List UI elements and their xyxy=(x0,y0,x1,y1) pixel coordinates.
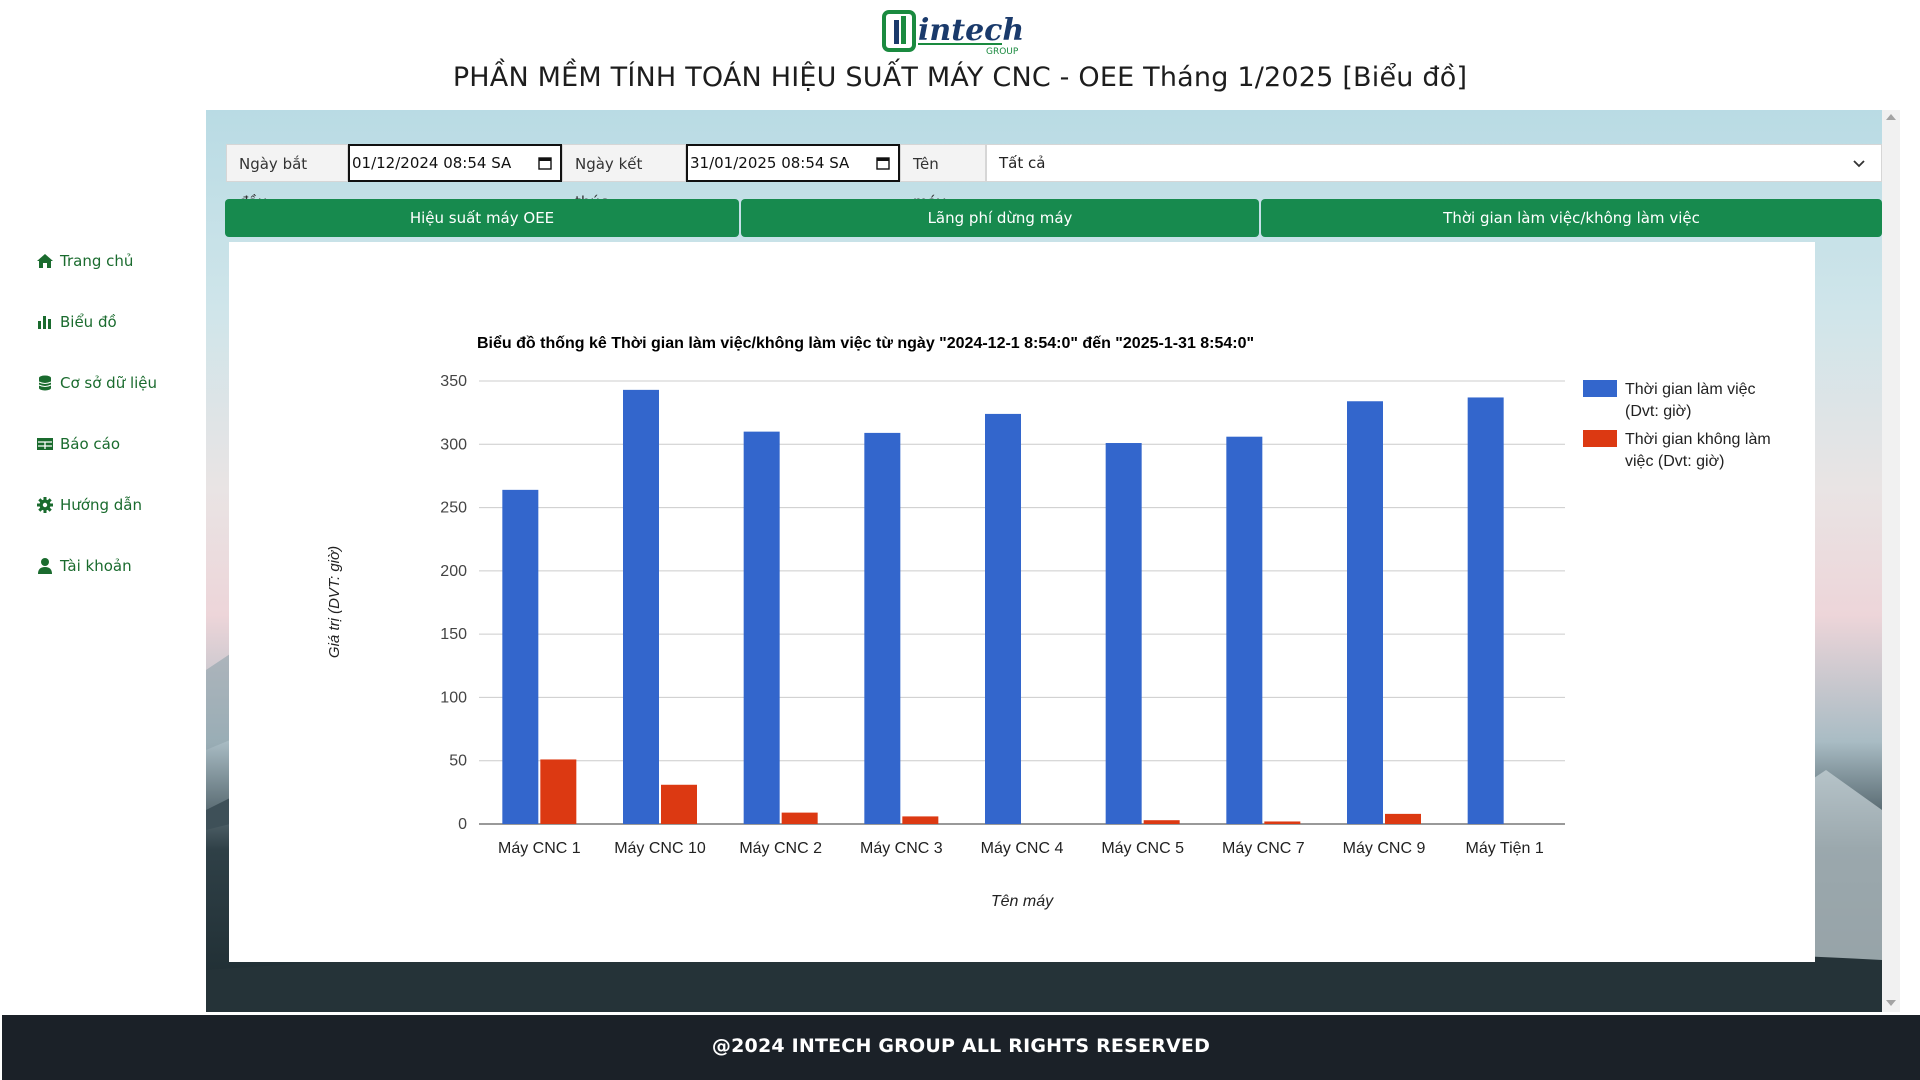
bar-not-working xyxy=(1143,820,1180,824)
y-tick-label: 100 xyxy=(440,689,467,706)
scroll-up-arrow-icon[interactable] xyxy=(1886,114,1896,120)
x-tick-label: Máy CNC 7 xyxy=(1222,840,1305,857)
bar-not-working xyxy=(1385,813,1421,824)
footer: @2024 INTECH GROUP ALL RIGHTS RESERVED xyxy=(2,1015,1920,1080)
gear-icon xyxy=(37,497,53,513)
x-tick-label: Máy CNC 4 xyxy=(981,840,1064,857)
sidebar-item-label: Hướng dẫn xyxy=(60,496,142,514)
x-tick-label: Máy CNC 10 xyxy=(614,840,706,857)
y-tick-label: 0 xyxy=(458,816,467,833)
chevron-down-icon xyxy=(1853,160,1865,168)
sidebar-item-label: Trang chủ xyxy=(60,252,134,270)
y-tick-label: 150 xyxy=(440,626,467,643)
scrollbar[interactable] xyxy=(1882,110,1900,1012)
scroll-down-arrow-icon[interactable] xyxy=(1886,1000,1896,1006)
bar-working xyxy=(502,489,539,824)
tab-working-time[interactable]: Thời gian làm việc/không làm việc xyxy=(1261,199,1882,237)
y-tick-label: 50 xyxy=(449,753,467,770)
legend-label: Thời gian không làm xyxy=(1625,431,1771,448)
bar-working xyxy=(985,413,1021,824)
x-tick-label: Máy CNC 5 xyxy=(1101,840,1184,857)
sidebar-item-label: Báo cáo xyxy=(60,435,121,453)
legend-label: việc (Dvt: giờ) xyxy=(1625,453,1724,470)
bar-chart-icon xyxy=(38,316,51,329)
calendar-icon[interactable] xyxy=(538,156,552,170)
legend-swatch xyxy=(1583,380,1617,397)
bar-not-working xyxy=(661,784,697,824)
bar-not-working xyxy=(1264,821,1301,824)
bar-not-working xyxy=(902,816,939,824)
y-tick-label: 300 xyxy=(440,436,467,453)
database-icon xyxy=(38,375,52,391)
page-title: PHẦN MỀM TÍNH TOÁN HIỆU SUẤT MÁY CNC - O… xyxy=(452,62,1468,93)
x-tick-label: Máy CNC 1 xyxy=(498,840,581,857)
bar-working xyxy=(864,432,901,824)
end-date-label: Ngày kết thúc xyxy=(562,144,686,211)
table-icon xyxy=(37,438,53,450)
svg-text:GROUP: GROUP xyxy=(986,47,1019,56)
machine-label: Tên máy xyxy=(900,144,986,211)
home-icon xyxy=(37,254,53,268)
user-icon xyxy=(38,558,52,574)
bar-working xyxy=(1467,397,1504,824)
y-tick-label: 200 xyxy=(440,563,467,580)
start-date-value: 01/12/2024 08:54 SA xyxy=(352,154,512,172)
legend-label: Thời gian làm việc xyxy=(1625,381,1756,398)
sidebar-item-label: Biểu đồ xyxy=(60,313,117,331)
machine-select[interactable]: Tất cả xyxy=(986,144,1882,182)
calendar-icon[interactable] xyxy=(876,156,890,170)
bar-working xyxy=(623,389,659,824)
sidebar-item-home[interactable]: Trang chủ xyxy=(36,252,133,270)
intech-logo: intech GROUP xyxy=(882,8,1024,57)
machine-select-value: Tất cả xyxy=(999,154,1046,172)
x-tick-label: Máy Tiện 1 xyxy=(1466,840,1544,857)
legend-swatch xyxy=(1583,430,1617,447)
sidebar-item-label: Cơ sở dữ liệu xyxy=(60,374,158,392)
bar-not-working xyxy=(540,759,577,824)
bar-working xyxy=(743,431,780,824)
start-date-input[interactable]: 01/12/2024 08:54 SA xyxy=(348,144,562,182)
x-tick-label: Máy CNC 9 xyxy=(1343,840,1426,857)
bar-working xyxy=(1105,443,1142,824)
y-axis-label: Giá trị (DVT: giờ) xyxy=(326,546,343,658)
filter-bar: Ngày bắt đầu 01/12/2024 08:54 SA Ngày kế… xyxy=(226,144,1882,211)
tab-oee[interactable]: Hiệu suất máy OEE xyxy=(225,199,739,237)
tab-downtime-waste[interactable]: Lãng phí dừng máy xyxy=(741,199,1259,237)
bar-not-working xyxy=(781,812,818,824)
chart-title: Biểu đồ thống kê Thời gian làm việc/khôn… xyxy=(477,334,1254,352)
svg-text:intech: intech xyxy=(918,13,1022,48)
bar-working xyxy=(1347,401,1383,824)
bar-working xyxy=(1226,436,1263,824)
sidebar-item-report[interactable]: Báo cáo xyxy=(36,435,120,453)
sidebar-item-chart[interactable]: Biểu đồ xyxy=(36,313,117,331)
x-tick-label: Máy CNC 2 xyxy=(739,840,822,857)
y-tick-label: 350 xyxy=(440,373,467,390)
sidebar-item-guide[interactable]: Hướng dẫn xyxy=(36,496,142,514)
sidebar-item-account[interactable]: Tài khoản xyxy=(36,557,132,575)
sidebar: Trang chủ Biểu đồ Cơ sở dữ liệu Báo cáo … xyxy=(0,110,206,1010)
end-date-value: 31/01/2025 08:54 SA xyxy=(690,154,850,172)
start-date-label: Ngày bắt đầu xyxy=(226,144,348,211)
sidebar-item-label: Tài khoản xyxy=(60,557,132,575)
x-axis-label: Tên máy xyxy=(991,893,1054,910)
end-date-input[interactable]: 31/01/2025 08:54 SA xyxy=(686,144,900,182)
legend-label: (Dvt: giờ) xyxy=(1625,403,1692,420)
chart-card: Biểu đồ thống kê Thời gian làm việc/khôn… xyxy=(229,242,1815,962)
x-tick-label: Máy CNC 3 xyxy=(860,840,943,857)
sidebar-item-database[interactable]: Cơ sở dữ liệu xyxy=(36,374,157,392)
y-tick-label: 250 xyxy=(440,500,467,517)
working-time-bar-chart: Biểu đồ thống kê Thời gian làm việc/khôn… xyxy=(326,334,1771,910)
